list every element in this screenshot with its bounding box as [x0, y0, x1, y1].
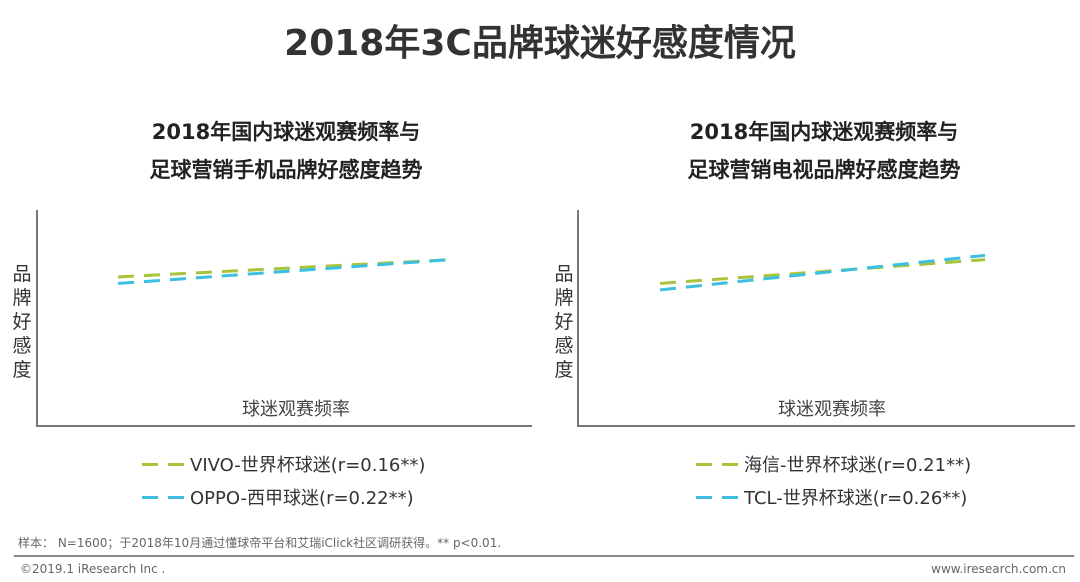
legend-label: 海信-世界杯球迷(r=0.21**): [744, 455, 972, 476]
chart-2-y-label: 品牌好感度: [554, 263, 574, 381]
chart-1-legend-item-2: OPPO-西甲球迷(r=0.22**): [142, 484, 414, 510]
chart-2-legend-item-2: TCL-世界杯球迷(r=0.26**): [696, 484, 967, 510]
chart-2-legend-item-1: 海信-世界杯球迷(r=0.21**): [696, 451, 971, 477]
footer-divider: [14, 555, 1074, 557]
legend-label: VIVO-世界杯球迷(r=0.16**): [190, 455, 426, 476]
legend-dash-green: [142, 462, 186, 466]
page-title: 2018年3C品牌球迷好感度情况: [284, 23, 796, 64]
chart-1-title: 2018年国内球迷观赛频率与 足球营销手机品牌好感度趋势: [66, 113, 506, 189]
chart-2-series-2-line: [659, 253, 986, 292]
legend-dash-blue: [142, 495, 186, 499]
series-layer: [117, 253, 986, 292]
copyright: ©2019.1 iResearch Inc .: [20, 562, 166, 576]
footnote: 样本： N=1600；于2018年10月通过懂球帝平台和艾瑞iClick社区调研…: [18, 536, 502, 550]
chart-2-axes: [577, 210, 1075, 427]
chart-1-x-label: 球迷观赛频率: [242, 399, 350, 420]
chart-2-title-line-1: 2018年国内球迷观赛频率与: [689, 120, 959, 144]
chart-1-title-line-2: 足球营销手机品牌好感度趋势: [149, 158, 423, 182]
legend-dash-blue: [696, 495, 740, 499]
chart-2-title: 2018年国内球迷观赛频率与 足球营销电视品牌好感度趋势: [604, 113, 1044, 189]
chart-1-title-line-1: 2018年国内球迷观赛频率与: [151, 120, 421, 144]
chart-1-axes: [36, 210, 532, 427]
chart-1-legend-item-1: VIVO-世界杯球迷(r=0.16**): [142, 451, 425, 477]
chart-1-y-label: 品牌好感度: [12, 263, 32, 381]
legend-label: OPPO-西甲球迷(r=0.22**): [190, 488, 414, 509]
legend-dash-green: [696, 462, 740, 466]
chart-2-x-label: 球迷观赛频率: [778, 399, 886, 420]
website-link[interactable]: www.iresearch.com.cn: [931, 562, 1066, 576]
chart-2-title-line-2: 足球营销电视品牌好感度趋势: [687, 158, 961, 182]
legend-label: TCL-世界杯球迷(r=0.26**): [744, 488, 968, 509]
chart-1-series-1-line: [117, 258, 451, 279]
chart-1-series-2-line: [117, 258, 451, 285]
